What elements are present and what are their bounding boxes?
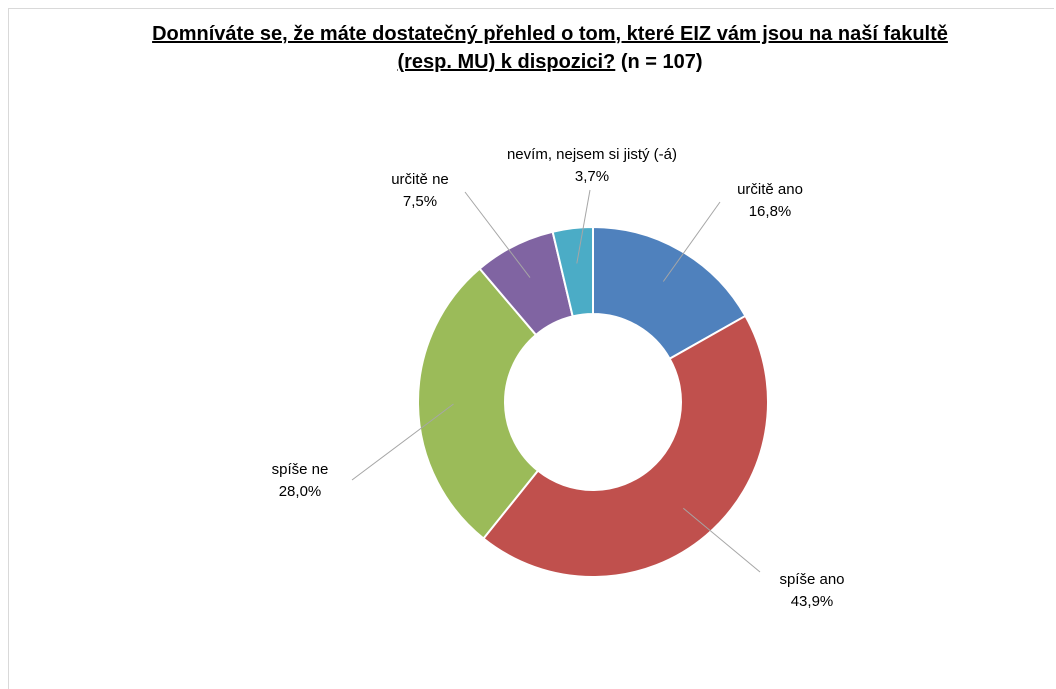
leader-line bbox=[576, 189, 591, 264]
slice-value-label: 43,9% bbox=[791, 593, 834, 610]
slice-label: spíše ano bbox=[779, 571, 844, 588]
chart-title: Domníváte se, že máte dostatečný přehled… bbox=[140, 20, 960, 76]
donut-slice bbox=[551, 225, 594, 318]
leader-line bbox=[351, 403, 454, 481]
slice-value-label: 7,5% bbox=[403, 193, 437, 210]
slice-label: nevím, nejsem si jistý (-á) bbox=[507, 146, 677, 163]
donut-slice bbox=[592, 225, 747, 361]
title-text: Domníváte se, že máte dostatečný přehled… bbox=[152, 23, 948, 73]
slice-label: spíše ne bbox=[272, 461, 329, 478]
chart-frame bbox=[8, 8, 1054, 689]
leader-line bbox=[464, 191, 531, 278]
slice-value-label: 28,0% bbox=[279, 483, 322, 500]
leader-line bbox=[683, 507, 761, 573]
slice-value-label: 16,8% bbox=[749, 203, 792, 220]
slice-label: určitě ne bbox=[391, 171, 449, 188]
donut-slice bbox=[482, 314, 769, 578]
slice-label: určitě ano bbox=[737, 181, 803, 198]
leader-line bbox=[662, 201, 721, 282]
slice-value-label: 3,7% bbox=[575, 168, 609, 185]
donut-slice bbox=[417, 267, 540, 540]
subtitle: (n = 107) bbox=[620, 51, 703, 73]
